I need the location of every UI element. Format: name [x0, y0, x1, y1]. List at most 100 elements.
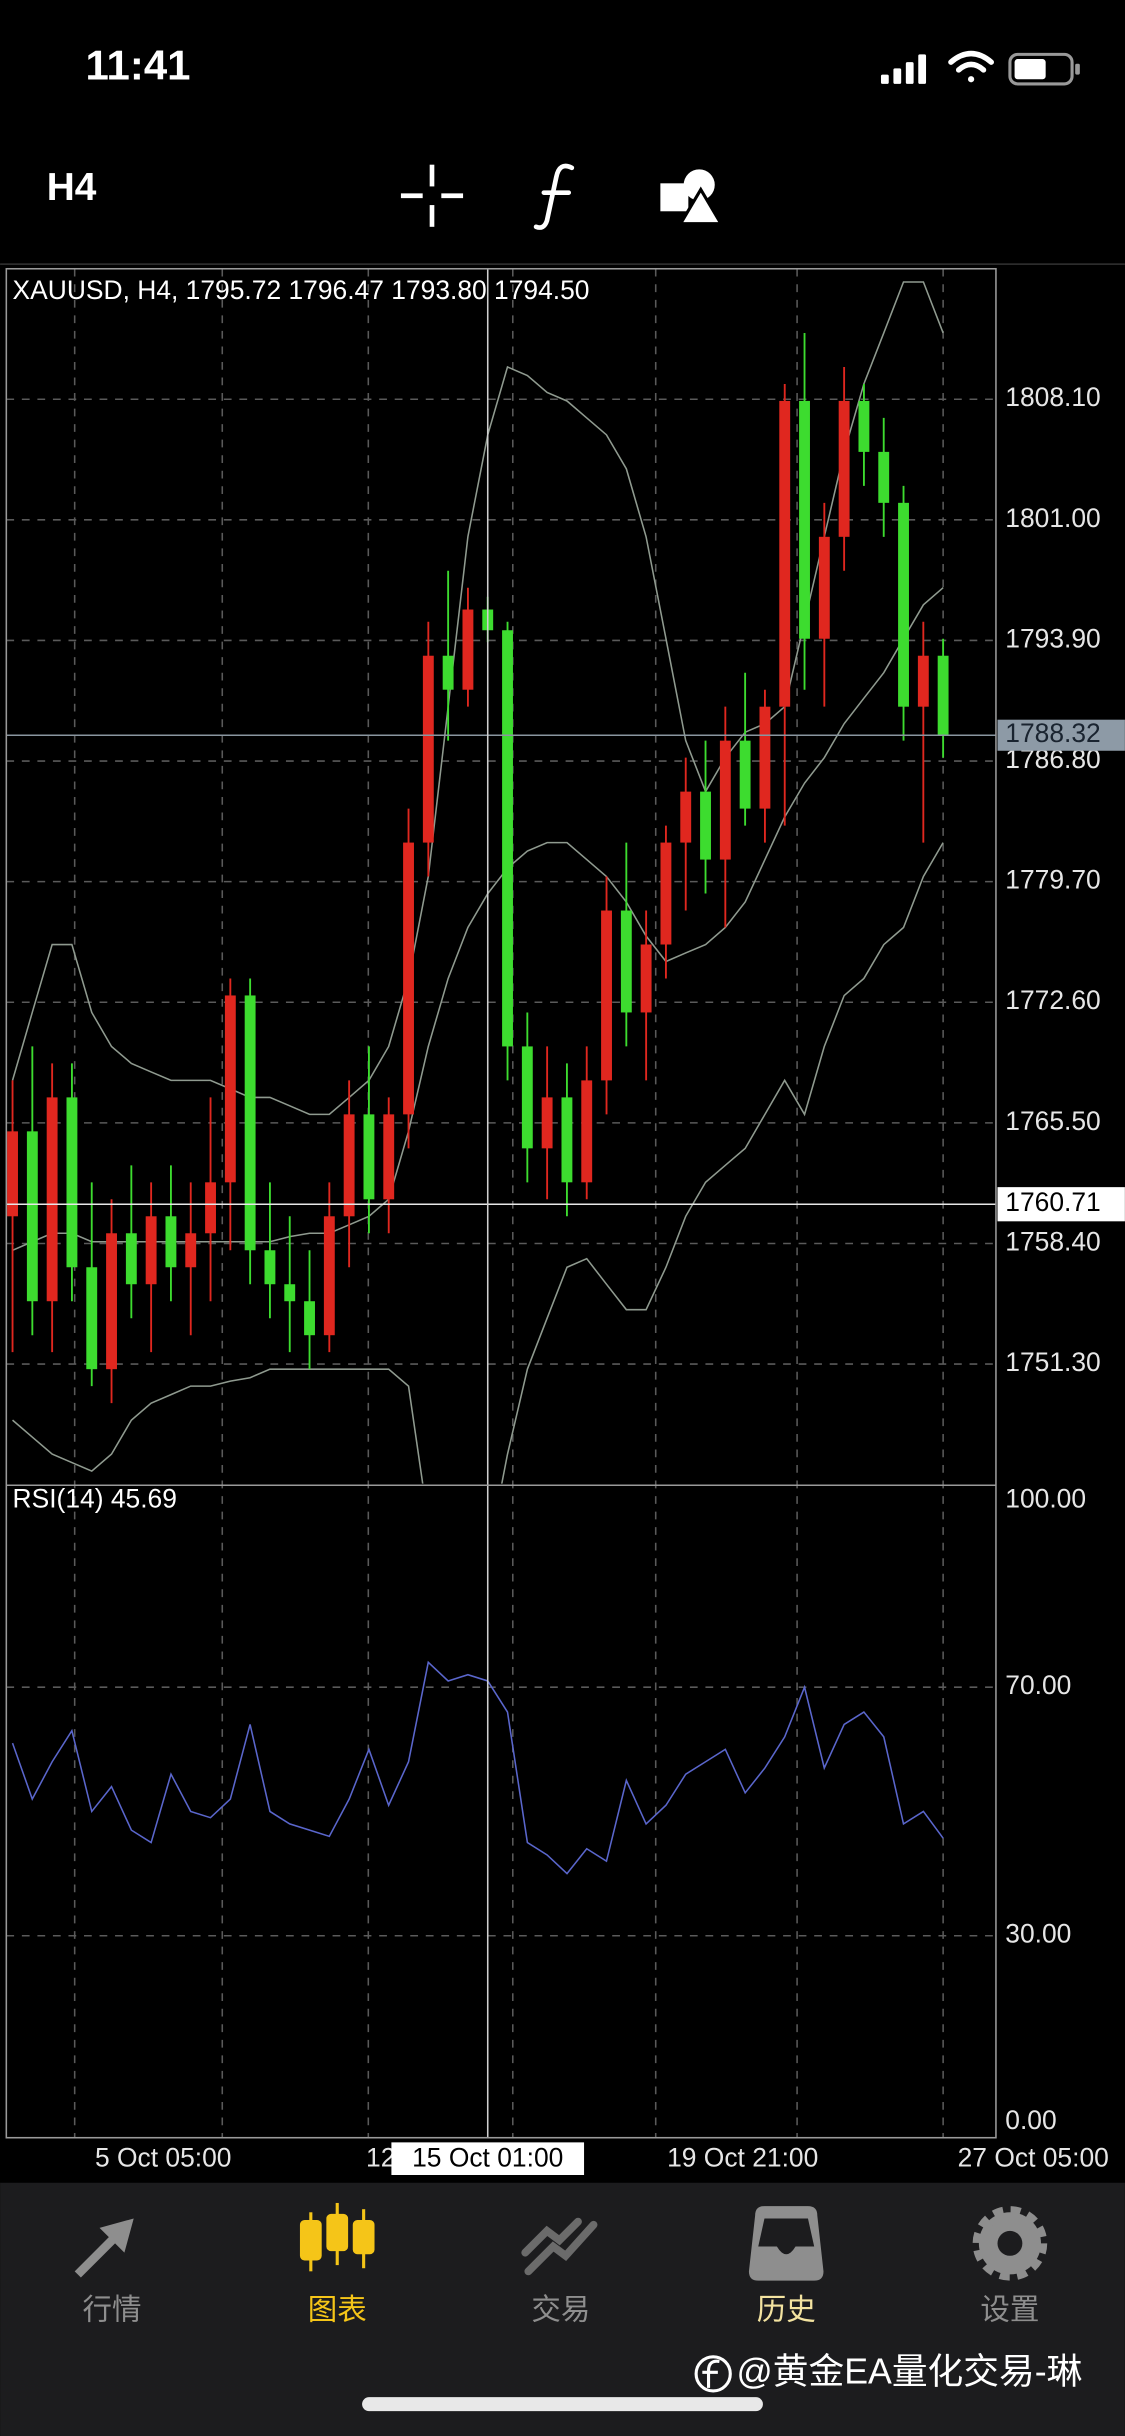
x-tick-label: 5 Oct 05:00: [95, 2142, 232, 2172]
tab-label[interactable]: 图表: [308, 2294, 367, 2327]
y-tick-label: 1765.50: [1005, 1106, 1100, 1136]
candle-body: [185, 1233, 197, 1268]
candle-body: [145, 1216, 157, 1285]
tab-icon-history: [748, 2206, 824, 2281]
tab-icon-chart: [299, 2202, 375, 2272]
candle-body: [224, 995, 236, 1183]
tab-icon-settings: [972, 2206, 1048, 2281]
crosshair-price-box: [997, 1187, 1125, 1222]
x-tick-label: 12: [366, 2142, 395, 2172]
candle-body: [165, 1216, 177, 1268]
candle-body: [264, 1250, 276, 1285]
watermark-logo: [694, 2355, 732, 2393]
signal-icon: [880, 54, 927, 84]
candle-body: [383, 1114, 395, 1200]
candle-body: [779, 400, 791, 707]
candle-body: [561, 1097, 573, 1183]
x-tick-label: 15 Oct 01:00: [412, 2142, 563, 2172]
candle-body: [26, 1131, 38, 1302]
tab-label[interactable]: 设置: [980, 2294, 1039, 2327]
candle-body: [521, 1046, 533, 1149]
timeframe-button[interactable]: H4: [47, 166, 97, 209]
candle-body: [660, 842, 672, 945]
candle-body: [7, 1131, 18, 1217]
candle-body: [106, 1233, 117, 1370]
candle-body: [403, 842, 414, 1115]
tab-icon-trade: [521, 2217, 598, 2276]
candle-body: [917, 655, 929, 707]
candle-body: [818, 536, 830, 639]
candle-body: [581, 1080, 593, 1183]
y-tick-label: 1808.10: [1005, 382, 1100, 412]
candle-body: [46, 1097, 58, 1302]
watermark: @黄金EA量化交易-琳: [737, 2351, 1083, 2391]
candle-body: [680, 791, 692, 843]
tab-icon-quotes: [74, 2218, 134, 2278]
candle-body: [86, 1267, 98, 1370]
candle-body: [601, 910, 612, 1081]
rsi-line: [11, 1660, 944, 1875]
status-time: 11:41: [86, 41, 191, 88]
y-tick-label: 1801.00: [1005, 503, 1100, 533]
y-tick-label: 1772.60: [1005, 985, 1100, 1015]
chart-frame: [5, 267, 997, 2139]
candle-body: [759, 706, 771, 809]
grid-layer: [6, 268, 996, 2138]
x-tick-label: 27 Oct 05:00: [958, 2142, 1109, 2172]
tab-label[interactable]: 行情: [82, 2294, 141, 2327]
tab-label[interactable]: 交易: [531, 2294, 590, 2327]
rsi-tick-label: 100.00: [1005, 1484, 1086, 1514]
candle-body: [898, 502, 909, 707]
candle-body: [858, 400, 870, 452]
y-tick-label: 1751.30: [1005, 1347, 1100, 1377]
y-tick-label: 1779.70: [1005, 865, 1100, 895]
y-tick-label: 1758.40: [1005, 1226, 1100, 1256]
tab-labels: 行情 图表 交易 历史 设置: [82, 2294, 1039, 2327]
bollinger-lower: [12, 842, 944, 1484]
candle-body: [719, 740, 731, 860]
home-indicator: [362, 2397, 763, 2412]
candle-body: [244, 995, 256, 1251]
candle-body: [640, 944, 652, 1013]
rsi-tick-label: 70.00: [1005, 1670, 1071, 1700]
candle-body: [284, 1284, 296, 1302]
candle-body: [700, 791, 711, 860]
candle-body: [462, 609, 474, 690]
candle-body: [205, 1182, 216, 1234]
current-price-box: [997, 719, 1125, 751]
candle-body: [304, 1301, 315, 1336]
candle-body: [363, 1114, 375, 1200]
candle-body: [620, 910, 632, 1013]
chart-title: XAUUSD, H4, 1795.72 1796.47 1793.80 1794…: [13, 275, 590, 305]
candle-body: [422, 655, 434, 843]
candle-body: [739, 740, 751, 809]
crosshair-button[interactable]: [400, 164, 464, 227]
battery-icon: [1008, 52, 1080, 86]
candle-body: [343, 1114, 355, 1217]
candle-body: [442, 655, 454, 690]
indicator-button[interactable]: [533, 163, 575, 230]
crosshair-price-label: 1760.71: [1005, 1187, 1100, 1217]
crosshair-time-box: [391, 2142, 585, 2175]
candle-body: [66, 1097, 78, 1268]
bollinger-middle: [12, 587, 944, 1252]
tab-label[interactable]: 历史: [757, 2294, 816, 2327]
candle-body: [502, 630, 513, 1047]
rsi-tick-label: 0.00: [1005, 2105, 1056, 2135]
candle-body: [323, 1216, 335, 1336]
current-price-label: 1788.32: [1005, 718, 1100, 748]
wifi-icon: [948, 50, 995, 83]
x-tick-label: 19 Oct 21:00: [667, 2142, 818, 2172]
candle-body: [541, 1097, 553, 1149]
rsi-tick-label: 30.00: [1005, 1919, 1071, 1949]
candle-body: [878, 451, 890, 503]
candle-body: [937, 655, 949, 736]
plot-layer: [6, 268, 996, 2138]
candle-body: [838, 400, 850, 537]
y-tick-label: 1793.90: [1005, 623, 1100, 653]
candle-body: [125, 1233, 137, 1285]
rsi-title: RSI(14) 45.69: [13, 1484, 177, 1514]
objects-button[interactable]: [660, 169, 724, 226]
